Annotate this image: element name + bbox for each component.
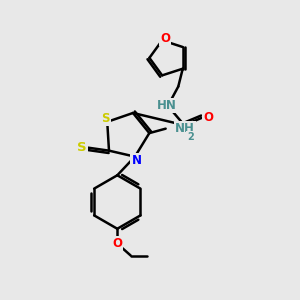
Text: O: O xyxy=(112,237,122,250)
Text: N: N xyxy=(131,154,141,167)
Text: 2: 2 xyxy=(187,132,194,142)
Text: O: O xyxy=(160,32,170,45)
Text: S: S xyxy=(77,141,86,154)
Text: S: S xyxy=(101,112,110,125)
Text: NH: NH xyxy=(175,122,195,135)
Text: HN: HN xyxy=(157,99,176,112)
Text: O: O xyxy=(203,111,213,124)
